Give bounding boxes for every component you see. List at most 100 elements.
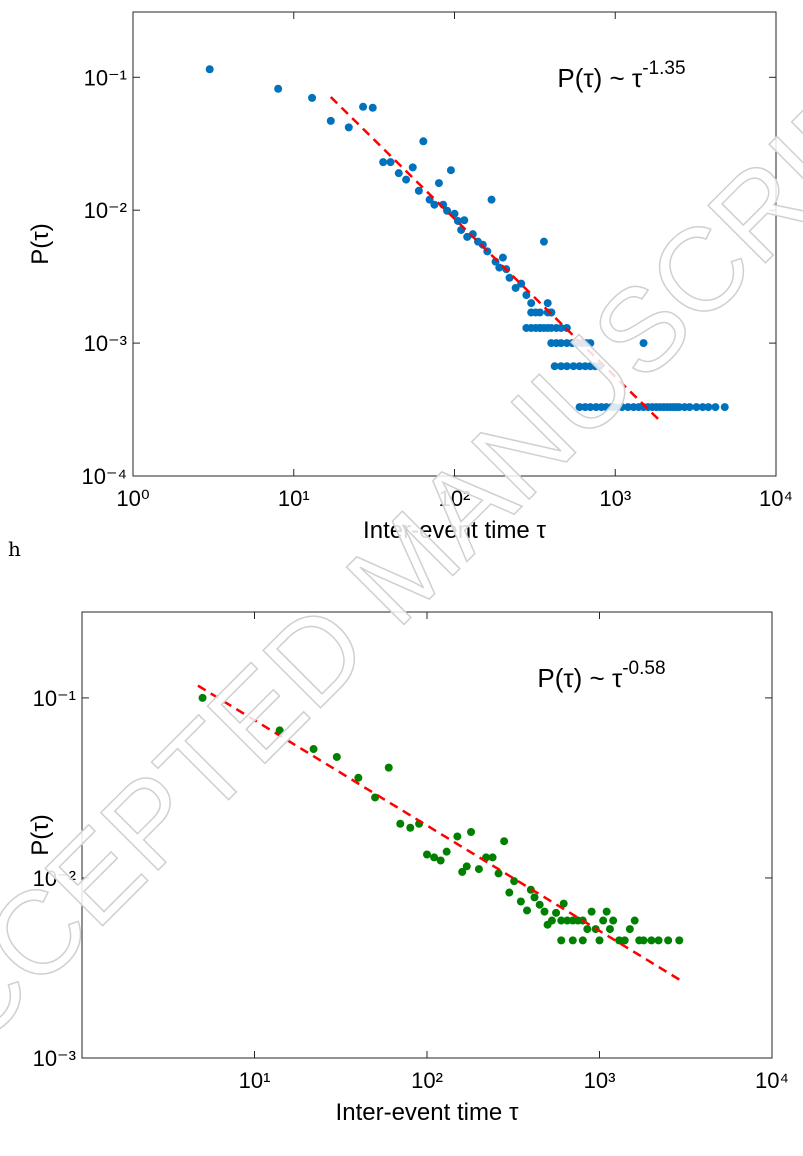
annotation-text: P(τ) ~ τ — [557, 63, 643, 93]
data-point — [523, 906, 532, 915]
data-point — [453, 832, 462, 841]
data-point — [563, 916, 572, 925]
data-point — [386, 158, 395, 167]
data-point — [575, 403, 584, 412]
y-axis-label: P(τ) — [27, 223, 54, 264]
data-point — [344, 123, 353, 132]
data-point — [704, 403, 713, 412]
data-point — [550, 362, 559, 371]
data-point — [510, 877, 519, 886]
data-point — [494, 869, 503, 878]
data-point — [414, 186, 423, 195]
data-point — [198, 693, 207, 702]
data-point — [557, 323, 566, 332]
data-point — [462, 862, 471, 871]
data-point — [434, 179, 443, 188]
data-point — [605, 925, 614, 934]
data-point — [511, 283, 520, 292]
data-point — [692, 403, 701, 412]
plot-area — [81, 611, 773, 1059]
data-point — [394, 169, 403, 178]
data-point — [474, 865, 483, 874]
data-point — [578, 936, 587, 945]
data-point — [478, 240, 487, 249]
data-point — [274, 84, 283, 93]
x-tick-label: 10¹ — [239, 1068, 271, 1093]
data-point — [552, 908, 561, 917]
data-point — [586, 403, 595, 412]
data-point — [720, 403, 729, 412]
data-point — [359, 102, 368, 111]
panel-label: h — [8, 537, 21, 561]
data-point — [639, 339, 648, 348]
data-point — [586, 339, 595, 348]
data-point — [308, 93, 317, 102]
data-point — [408, 163, 417, 172]
data-point — [275, 726, 284, 735]
data-point — [675, 936, 684, 945]
y-tick-label: 10⁻³ — [84, 331, 127, 356]
data-point — [617, 403, 626, 412]
data-point — [539, 237, 548, 246]
data-point — [535, 900, 544, 909]
data-point — [543, 299, 552, 308]
data-point — [309, 745, 318, 754]
x-tick-label: 10³ — [599, 486, 631, 511]
data-point — [557, 936, 566, 945]
data-point — [559, 899, 568, 908]
plot-area — [132, 11, 777, 477]
x-tick-label: 10⁴ — [759, 486, 793, 511]
data-point — [540, 907, 549, 916]
data-point — [639, 936, 648, 945]
y-axis-label: P(τ) — [27, 814, 54, 855]
data-point — [495, 263, 504, 272]
annotation-exponent: -1.35 — [642, 58, 685, 79]
data-point — [498, 253, 507, 262]
data-point — [516, 897, 525, 906]
data-point — [569, 362, 578, 371]
data-point — [460, 216, 469, 225]
data-point — [654, 936, 663, 945]
data-point — [379, 158, 388, 167]
data-point — [620, 936, 629, 945]
data-point — [527, 308, 536, 317]
data-point — [630, 916, 639, 925]
data-point — [487, 195, 496, 204]
data-point — [711, 403, 720, 412]
x-tick-label: 10² — [411, 1068, 443, 1093]
annotation: P(τ) ~ τ-1.35 — [557, 58, 685, 93]
fit-line — [197, 684, 682, 982]
data-point — [530, 893, 539, 902]
data-point — [354, 773, 363, 782]
data-point — [599, 916, 608, 925]
data-point — [368, 103, 377, 112]
data-point — [396, 819, 405, 828]
data-point — [583, 925, 592, 934]
y-tick-label: 10⁻⁴ — [81, 464, 127, 489]
data-point — [557, 362, 566, 371]
data-point — [527, 299, 536, 308]
data-point — [557, 916, 566, 925]
x-axis-label: Inter-event time τ — [363, 517, 546, 544]
data-point — [500, 837, 509, 846]
y-tick-label: 10⁻¹ — [84, 65, 127, 90]
data-point — [647, 936, 656, 945]
x-tick-label: 10² — [439, 486, 471, 511]
fit-line — [329, 96, 661, 422]
data-point — [557, 339, 566, 348]
data-point — [611, 403, 620, 412]
data-point — [430, 853, 439, 862]
data-point — [467, 827, 476, 836]
data-point — [402, 175, 411, 184]
data-point — [587, 907, 596, 916]
data-point — [423, 850, 431, 859]
data-point — [326, 116, 335, 125]
x-tick-label: 10³ — [584, 1068, 616, 1093]
annotation: P(τ) ~ τ-0.58 — [537, 658, 665, 693]
annotation-exponent: -0.58 — [622, 658, 665, 679]
data-point — [602, 907, 611, 916]
x-tick-label: 10⁰ — [116, 486, 149, 511]
data-point — [406, 823, 415, 832]
data-point — [535, 308, 544, 317]
data-point — [562, 362, 571, 371]
